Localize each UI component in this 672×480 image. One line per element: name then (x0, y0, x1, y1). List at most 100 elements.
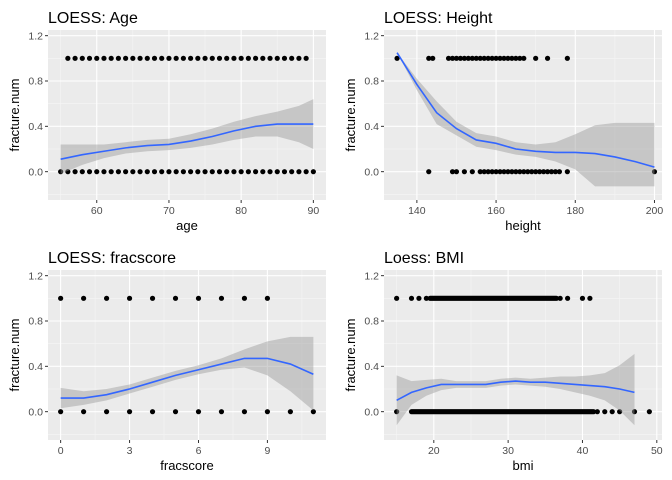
data-point (216, 55, 223, 61)
x-tick-label: 140 (408, 205, 426, 217)
data-point (587, 295, 593, 301)
data-point (493, 169, 499, 175)
x-tick-label: 80 (235, 205, 247, 217)
chart-title: Loess: BMI (384, 250, 464, 267)
panel-1-plot-area (58, 55, 316, 175)
data-point (274, 169, 280, 175)
x-tick-label: 30 (502, 445, 514, 457)
data-point (231, 169, 237, 175)
data-point (310, 169, 316, 175)
loess-line (60, 123, 314, 160)
data-point (394, 409, 400, 415)
data-point (426, 55, 432, 61)
x-tick-label: 9 (264, 445, 270, 457)
data-point (564, 295, 571, 301)
data-point (497, 55, 503, 61)
data-point (564, 169, 570, 175)
x-tick-label: 40 (577, 445, 589, 457)
chart-title: LOESS: fracscore (48, 250, 176, 267)
data-point (149, 409, 156, 415)
data-point (260, 55, 266, 61)
data-point (224, 169, 230, 175)
data-point (202, 169, 208, 175)
x-tick-label: 180 (567, 205, 585, 217)
data-point (408, 295, 415, 301)
data-point (58, 409, 64, 415)
data-point (103, 295, 110, 301)
data-point (252, 169, 259, 175)
panel-3: 0 3 6 9 0.0 0.4 0.8 1.2 LOESS: fracscore fracscor… (7, 250, 326, 473)
data-point (461, 169, 467, 175)
data-point (81, 295, 87, 301)
data-point (544, 169, 551, 175)
data-point (533, 169, 539, 175)
data-point (172, 409, 179, 415)
data-point (101, 55, 107, 61)
data-point (267, 55, 273, 61)
data-point (188, 169, 194, 175)
data-point (533, 55, 539, 61)
data-point (449, 169, 456, 175)
data-point (238, 55, 244, 61)
data-point (521, 169, 527, 175)
data-point (166, 55, 172, 61)
data-point (115, 169, 122, 175)
data-point (58, 295, 64, 301)
data-point (489, 55, 495, 61)
data-point (485, 169, 491, 175)
data-point (537, 169, 543, 175)
data-point (159, 55, 165, 61)
data-point (108, 55, 114, 61)
data-point (473, 55, 479, 61)
x-axis-title: height (505, 218, 541, 233)
data-point (609, 409, 615, 415)
data-point (144, 55, 150, 61)
data-point (94, 169, 100, 175)
x-axis-title: bmi (513, 458, 534, 473)
data-point (180, 169, 186, 175)
data-point (579, 295, 586, 301)
loess-line (396, 380, 635, 402)
x-tick-label: 0 (58, 445, 64, 457)
data-point (81, 409, 87, 415)
data-point (231, 55, 237, 61)
data-point (149, 295, 156, 301)
data-point (493, 55, 499, 61)
x-tick-label: 6 (196, 445, 202, 457)
y-tick-label: 0.0 (364, 166, 379, 178)
data-point (394, 55, 400, 61)
data-point (394, 295, 400, 301)
data-point (108, 169, 114, 175)
data-point (594, 409, 600, 415)
data-point (103, 409, 110, 415)
panel-1: 60 70 80 90 0.0 0.4 0.8 1.2 LOESS: Age age fractur… (7, 10, 326, 233)
data-point (267, 169, 273, 175)
data-point (224, 55, 230, 61)
data-point (264, 295, 271, 301)
data-point (485, 55, 491, 61)
data-point (126, 295, 133, 301)
y-tick-label: 0.8 (364, 316, 379, 328)
data-point (123, 55, 129, 61)
data-point (151, 55, 158, 61)
data-point (602, 409, 608, 415)
y-tick-label: 1.2 (28, 270, 43, 282)
data-point (144, 169, 150, 175)
data-point (94, 55, 100, 61)
x-tick-label: 50 (651, 445, 663, 457)
data-point (481, 55, 487, 61)
data-point (172, 295, 179, 301)
y-tick-label: 0.0 (28, 166, 43, 178)
y-tick-label: 0.8 (28, 76, 43, 88)
data-point (241, 295, 248, 301)
data-point (303, 55, 309, 61)
data-point (216, 169, 223, 175)
data-point (423, 295, 429, 301)
chart-title: LOESS: Age (48, 10, 138, 27)
data-point (123, 169, 129, 175)
data-point (86, 55, 93, 61)
loess-line (396, 52, 655, 168)
x-tick-label: 70 (163, 205, 175, 217)
data-point (457, 55, 464, 61)
y-tick-label: 0.4 (28, 121, 43, 133)
